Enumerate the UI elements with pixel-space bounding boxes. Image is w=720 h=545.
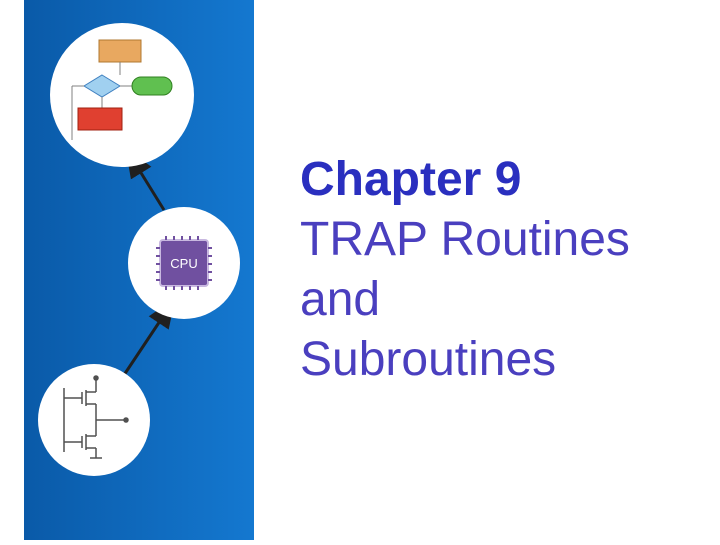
circle-circuit	[38, 364, 150, 476]
title-block: Chapter 9 TRAP Routines and Subroutines	[300, 150, 700, 390]
chapter-number: Chapter 9	[300, 150, 700, 210]
abstraction-diagram: CPU	[24, 0, 254, 540]
cpu-label: CPU	[170, 256, 197, 271]
flowchart-rect-top	[99, 40, 141, 62]
subtitle-line-1: TRAP Routines	[300, 210, 700, 270]
sidebar-illustration: CPU	[24, 0, 254, 540]
flowchart-rect-green	[132, 77, 172, 95]
cpu-chip: CPU	[156, 236, 212, 290]
flowchart-rect-red	[78, 108, 122, 130]
subtitle-line-3: Subroutines	[300, 330, 700, 390]
subtitle-line-2: and	[300, 270, 700, 330]
